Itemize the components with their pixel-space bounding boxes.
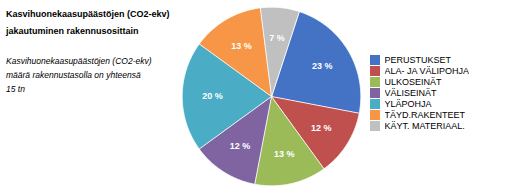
svg-text:7 %: 7 % <box>269 33 285 43</box>
svg-text:12 %: 12 % <box>230 141 251 151</box>
html-text:PERUSTUKSET: PERUSTUKSET <box>384 55 451 66</box>
svg-text:13 %: 13 % <box>231 41 252 51</box>
html-text:TÄYD.RAKENTEET: TÄYD.RAKENTEET <box>384 110 465 121</box>
html-text:Kasvihuonekaasupäästöjen (CO2-: Kasvihuonekaasupäästöjen (CO2-ekv) jakau… <box>6 9 170 37</box>
html-text:ULKOSEINÄT: ULKOSEINÄT <box>384 77 442 88</box>
html-text:YLÄPOHJA: YLÄPOHJA <box>384 99 432 110</box>
svg-text:12 %: 12 % <box>311 123 332 133</box>
svg-text:23 %: 23 % <box>312 61 333 71</box>
html-text:VÄLISEINÄT: VÄLISEINÄT <box>384 88 437 99</box>
svg-text:20 %: 20 % <box>202 91 223 101</box>
html-text:Kasvihuonekaasupäästöjen (CO2-: Kasvihuonekaasupäästöjen (CO2-ekv) määrä… <box>6 56 152 95</box>
html-text:KÄYT. MATERIAAL.: KÄYT. MATERIAAL. <box>384 121 465 132</box>
html-text:ALA- JA VÄLIPOHJA: ALA- JA VÄLIPOHJA <box>384 66 469 77</box>
svg-text:13 %: 13 % <box>274 149 295 159</box>
